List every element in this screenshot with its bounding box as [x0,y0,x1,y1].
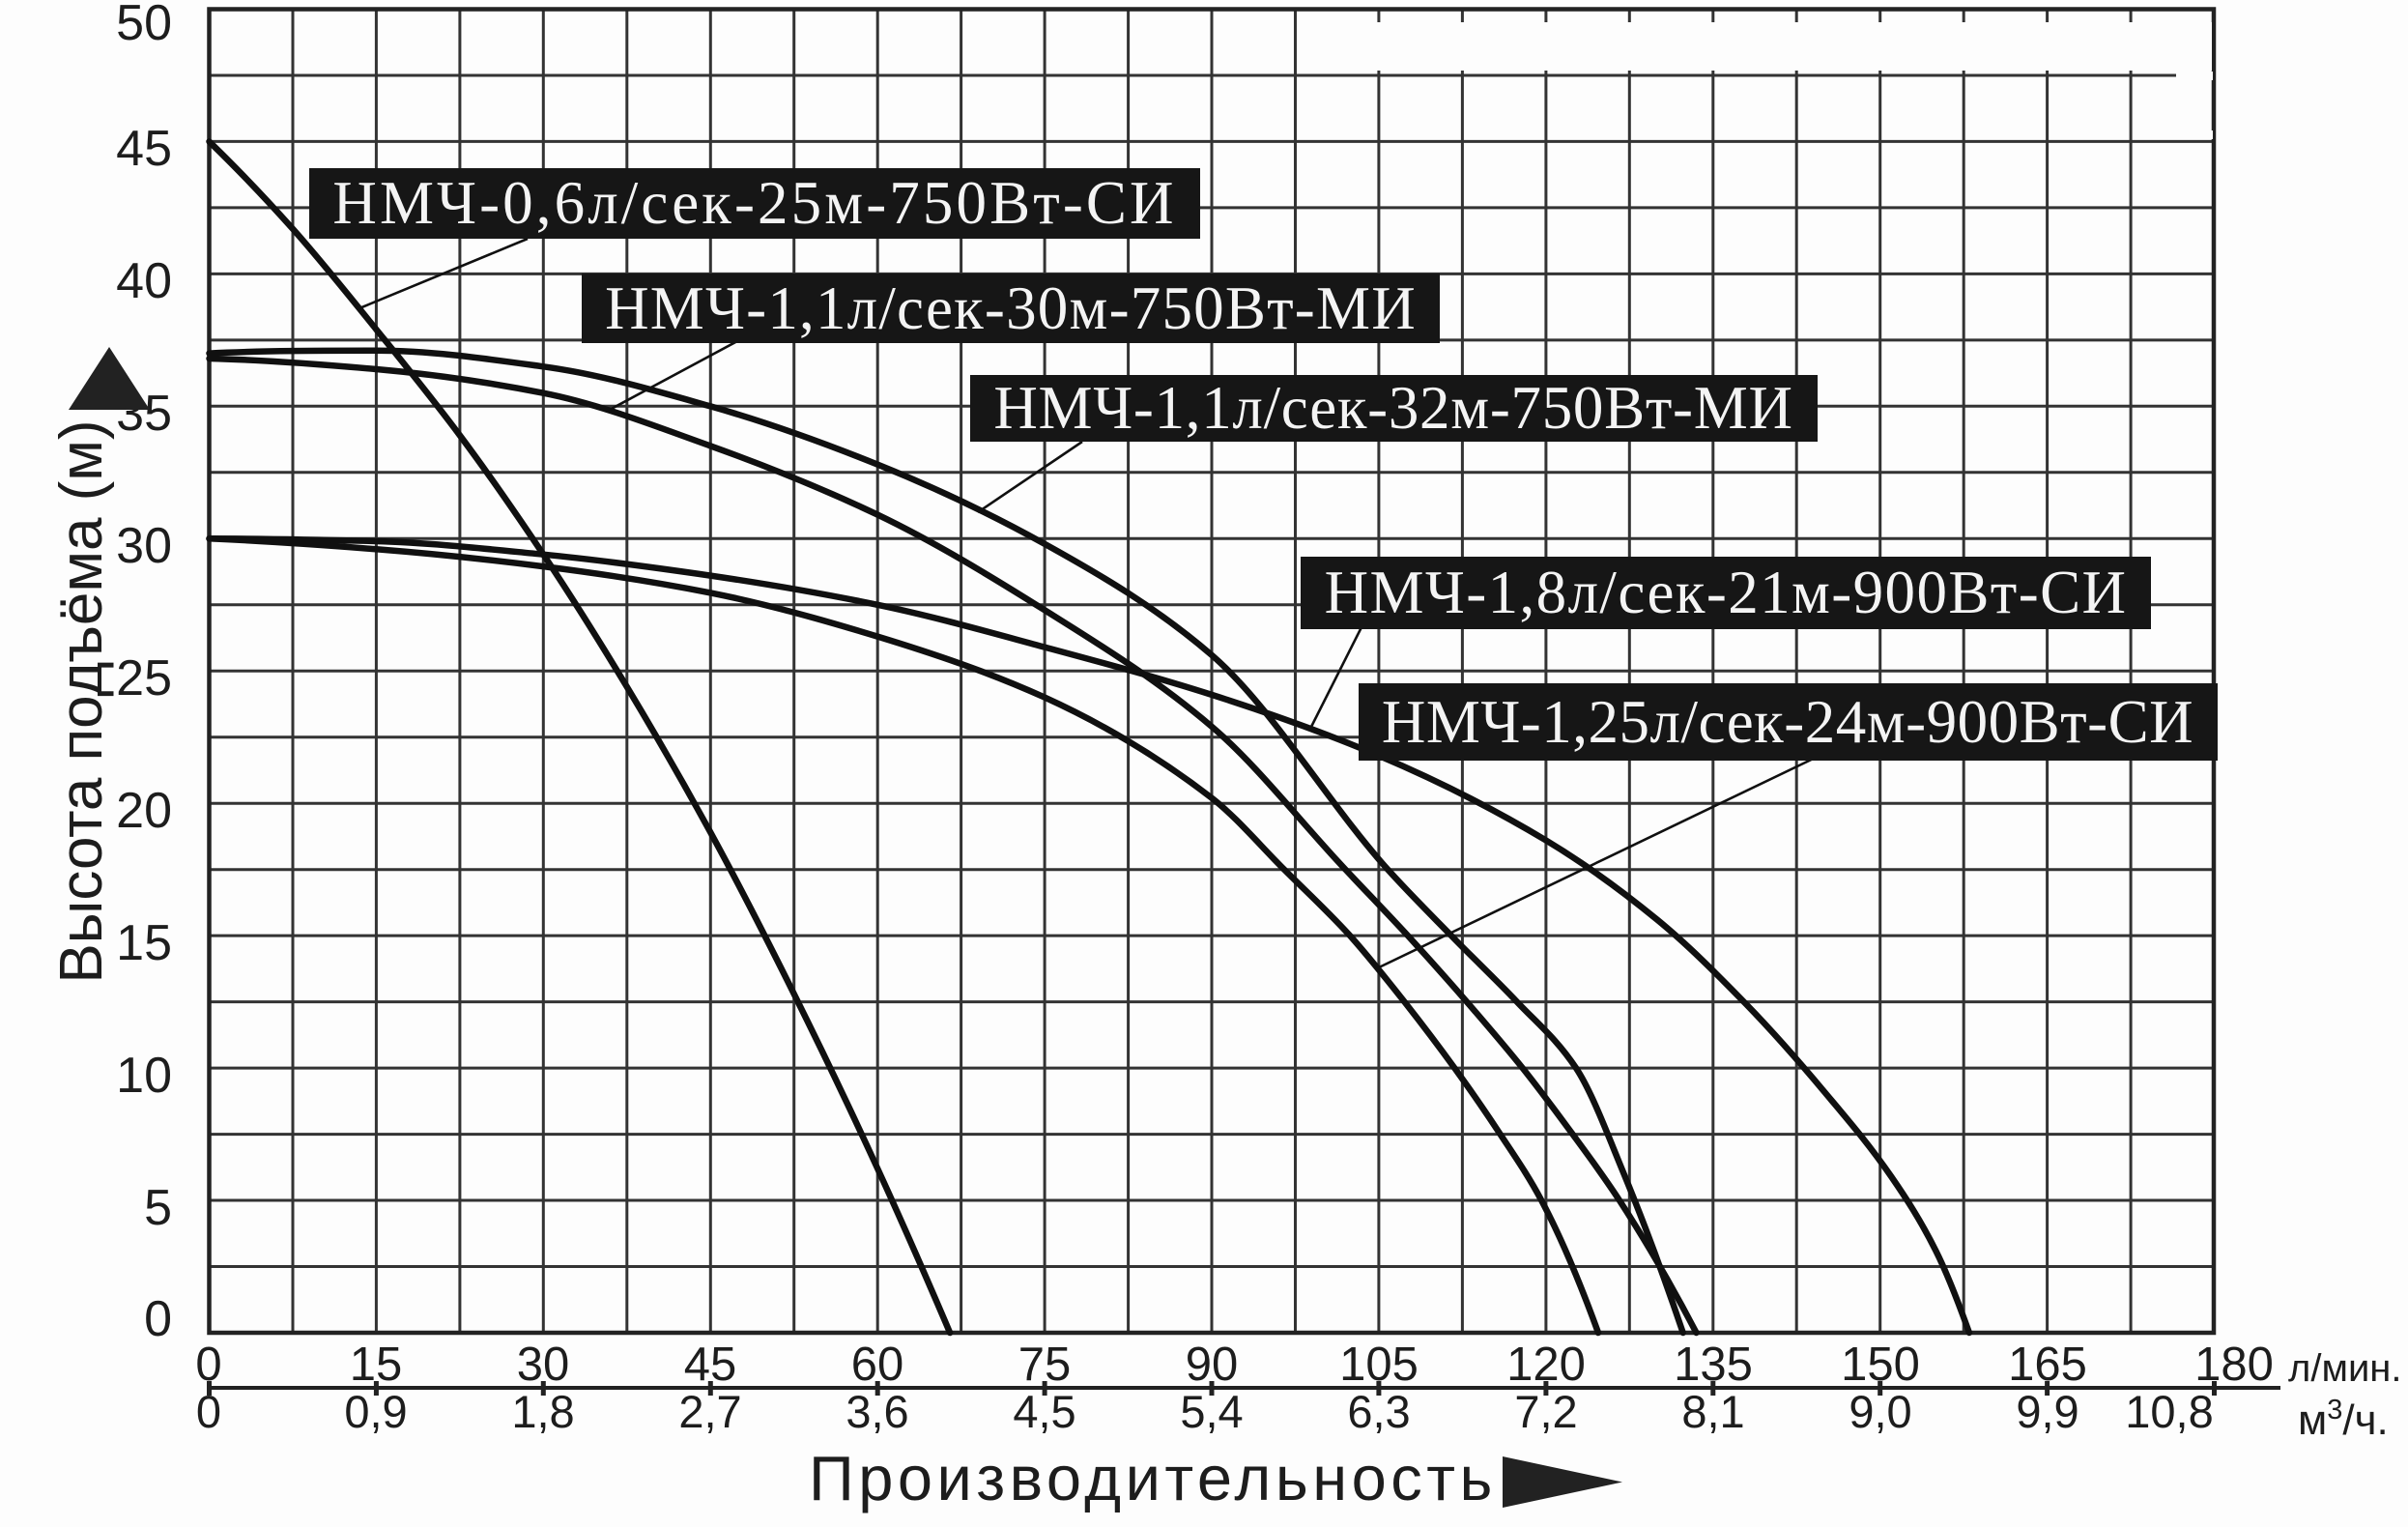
svg-text:НМЧ-1,8л/сек-21м-900Вт-СИ: НМЧ-1,8л/сек-21м-900Вт-СИ [1325,559,2128,626]
svg-text:180: 180 [2194,1339,2274,1391]
svg-text:Высота подъёма (м): Высота подъёма (м) [48,419,115,983]
svg-text:40: 40 [116,253,172,309]
svg-text:л/мин.: л/мин. [2288,1347,2402,1390]
svg-text:НМЧ-1,1л/сек-30м-750Вт-МИ: НМЧ-1,1л/сек-30м-750Вт-МИ [605,274,1417,342]
svg-text:30: 30 [116,518,172,574]
svg-text:20: 20 [116,783,172,839]
svg-text:м3/ч.: м3/ч. [2298,1395,2389,1444]
svg-text:10,8: 10,8 [2125,1386,2213,1437]
svg-text:25: 25 [116,650,172,706]
svg-text:Производительность: Производительность [809,1443,1497,1513]
svg-text:50: 50 [116,0,172,51]
svg-text:5: 5 [144,1180,172,1236]
svg-text:НМЧ-0,6л/сек-25м-750Вт-СИ: НМЧ-0,6л/сек-25м-750Вт-СИ [332,169,1176,237]
svg-text:15: 15 [116,915,172,971]
svg-text:НМЧ-1,25л/сек-24м-900Вт-СИ: НМЧ-1,25л/сек-24м-900Вт-СИ [1382,688,2193,756]
svg-text:10: 10 [116,1048,172,1104]
svg-text:0: 0 [144,1291,172,1347]
svg-text:45: 45 [116,121,172,177]
svg-text:НМЧ-1,1л/сек-32м-750Вт-МИ: НМЧ-1,1л/сек-32м-750Вт-МИ [993,374,1792,442]
